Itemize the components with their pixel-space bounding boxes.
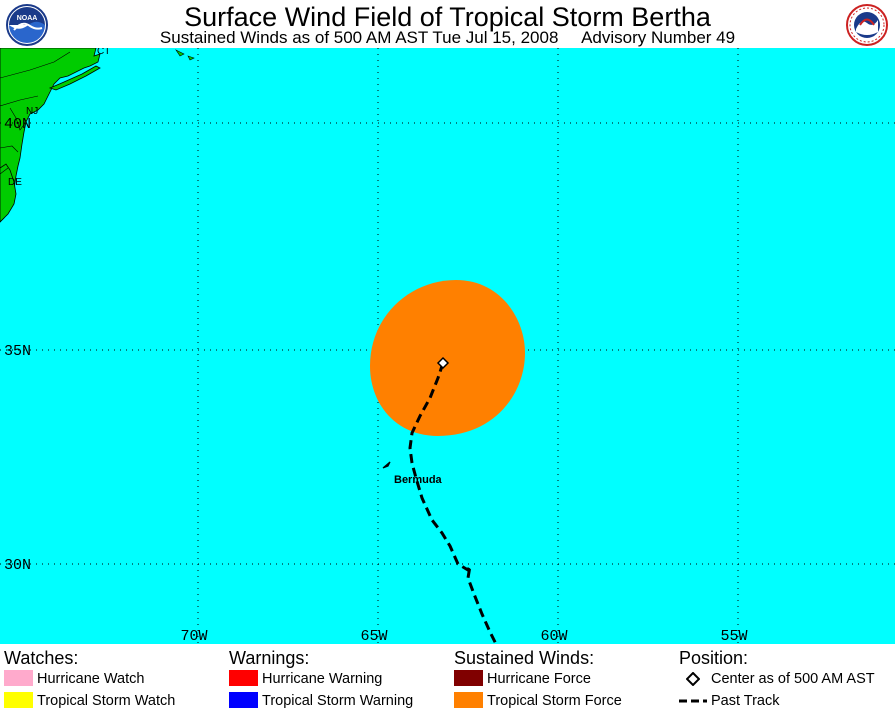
legend-watches: Watches: Hurricane Watch Tropical Storm … (4, 644, 175, 712)
noaa-logo-icon: NOAA (6, 4, 48, 46)
legend-item: Tropical Storm Force (454, 690, 622, 712)
tropical-storm-warning-swatch (229, 692, 258, 709)
map-header: NOAA Surface Wind Field of Tropical Stor… (0, 0, 895, 48)
state-labels: CT NJ DE (8, 48, 110, 188)
legend-label: Tropical Storm Warning (262, 693, 414, 709)
state-label-de: DE (8, 177, 22, 188)
land-delmarva (0, 163, 17, 223)
tropical-storm-force-wind-field (370, 280, 525, 436)
bermuda-island (382, 461, 391, 469)
hurricane-warning-swatch (229, 670, 258, 687)
tropical-storm-watch-swatch (4, 692, 33, 709)
legend-item: Center as of 500 AM AST (679, 668, 875, 690)
legend: Watches: Hurricane Watch Tropical Storm … (0, 644, 895, 716)
dashed-line-icon (679, 690, 707, 712)
legend-label: Hurricane Warning (262, 671, 383, 687)
legend-label: Hurricane Watch (37, 671, 145, 687)
legend-item: Tropical Storm Watch (4, 690, 175, 712)
past-track-line (408, 362, 498, 644)
legend-label: Hurricane Force (487, 671, 591, 687)
hurricane-force-swatch (454, 670, 483, 687)
lon-label-55w: 55W (720, 628, 747, 644)
legend-item: Hurricane Force (454, 668, 622, 690)
legend-winds: Sustained Winds: Hurricane Force Tropica… (454, 644, 622, 712)
state-label-ct: CT (97, 48, 110, 57)
storm-center-diamond-icon (436, 356, 450, 370)
legend-item: Hurricane Watch (4, 668, 175, 690)
longitude-labels: 70W 65W 60W 55W (180, 628, 747, 644)
state-borders (0, 51, 71, 175)
legend-warnings: Warnings: Hurricane Warning Tropical Sto… (229, 644, 413, 712)
hurricane-watch-swatch (4, 670, 33, 687)
legend-position: Position: Center as of 500 AM AST Past T… (679, 644, 875, 712)
legend-item: Tropical Storm Warning (229, 690, 413, 712)
land-long-island (48, 65, 101, 91)
lat-label-30n: 30N (4, 557, 31, 574)
tropical-storm-force-swatch (454, 692, 483, 709)
legend-position-title: Position: (679, 648, 749, 668)
wind-field-map: 40N 35N 30N 70W 65W 60W 55W CT NJ DE Ber… (0, 48, 895, 644)
legend-watches-title: Watches: (4, 648, 79, 668)
land-islets (175, 49, 195, 61)
diamond-icon (679, 668, 707, 690)
nws-logo-icon (846, 4, 888, 46)
svg-text:NOAA: NOAA (17, 15, 38, 22)
legend-label: Center as of 500 AM AST (711, 671, 875, 687)
lon-label-70w: 70W (180, 628, 207, 644)
lon-label-65w: 65W (360, 628, 387, 644)
state-label-nj: NJ (26, 106, 38, 117)
lat-label-40n: 40N (4, 116, 31, 133)
lon-label-60w: 60W (540, 628, 567, 644)
legend-label: Tropical Storm Watch (37, 693, 176, 709)
legend-item: Past Track (679, 690, 875, 712)
map-title: Surface Wind Field of Tropical Storm Ber… (184, 2, 711, 32)
legend-label: Past Track (711, 693, 780, 709)
legend-item: Hurricane Warning (229, 668, 413, 690)
lat-label-35n: 35N (4, 343, 31, 360)
latitude-labels: 40N 35N 30N (4, 116, 31, 574)
place-label-bermuda: Bermuda (394, 474, 443, 486)
legend-winds-title: Sustained Winds: (454, 648, 595, 668)
map-subtitle: Sustained Winds as of 500 AM AST Tue Jul… (159, 28, 736, 47)
legend-warnings-title: Warnings: (229, 648, 310, 668)
legend-label: Tropical Storm Force (487, 693, 622, 709)
